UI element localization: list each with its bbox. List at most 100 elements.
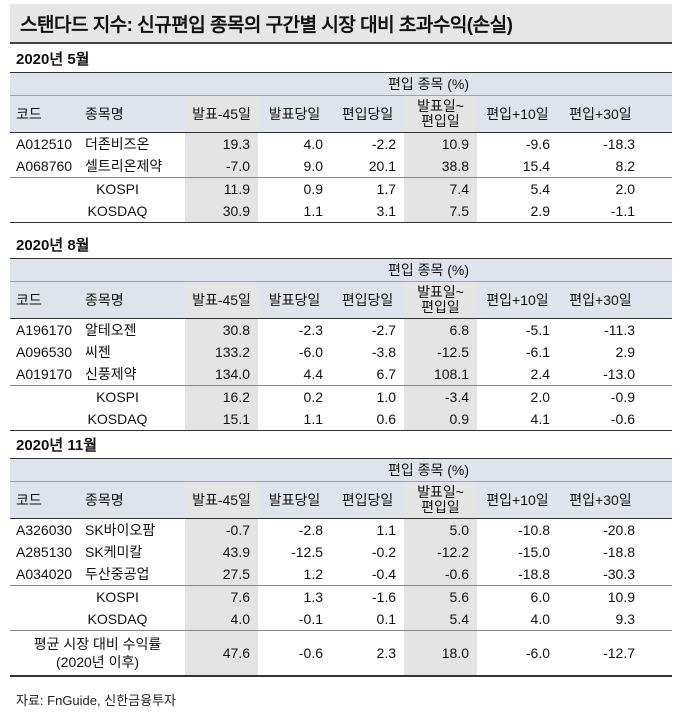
value-cell: 5.4 bbox=[530, 181, 550, 197]
value-cell: -18.8 bbox=[518, 566, 550, 582]
col-announce-to-inclusion: 발표일~ 편입일 bbox=[404, 282, 477, 318]
stock-code: A326030 bbox=[16, 522, 73, 538]
value-cell: 20.1 bbox=[368, 158, 396, 174]
index-name: KOSPI bbox=[96, 589, 139, 605]
index-name: KOSDAQ bbox=[87, 411, 148, 427]
value-cell: 9.3 bbox=[615, 611, 635, 627]
index-name: KOSDAQ bbox=[87, 203, 148, 219]
value-cell: 4.0 bbox=[530, 611, 550, 627]
stock-name: 두산중공업 bbox=[85, 566, 150, 582]
value-cell: 2.0 bbox=[615, 181, 635, 197]
value-cell: -6.0 bbox=[298, 344, 323, 360]
value-cell: 3.1 bbox=[376, 203, 396, 219]
value-cell: -3.4 bbox=[404, 386, 477, 408]
value-cell: 7.5 bbox=[404, 200, 477, 222]
value-cell: -0.7 bbox=[185, 519, 258, 541]
period-section: 2020년 11월 편입 종목 (%) 코드 종목명 발표-45일 발표당일 편입… bbox=[10, 434, 672, 677]
value-cell: 5.6 bbox=[404, 586, 477, 608]
value-cell: 18.0 bbox=[404, 631, 477, 675]
value-cell: -1.1 bbox=[610, 203, 635, 219]
value-cell: 7.4 bbox=[404, 178, 477, 200]
value-cell: -0.1 bbox=[298, 611, 323, 627]
value-cell: 10.9 bbox=[404, 133, 477, 155]
value-cell: 2.9 bbox=[615, 344, 635, 360]
stock-name: 씨젠 bbox=[85, 344, 111, 360]
value-cell: 6.8 bbox=[404, 319, 477, 341]
value-cell: -5.1 bbox=[525, 322, 550, 338]
group-header: 편입 종목 (%) bbox=[10, 73, 672, 96]
stock-code: A196170 bbox=[16, 322, 73, 338]
table-title: 스탠다드 지수: 신규편입 종목의 구간별 시장 대비 초과수익(손실) bbox=[10, 4, 672, 44]
value-cell: -12.5 bbox=[291, 544, 323, 560]
index-name: KOSPI bbox=[96, 181, 139, 197]
col-code: 코드 bbox=[16, 106, 42, 122]
value-cell: -2.3 bbox=[298, 322, 323, 338]
index-row: KOSPI 7.6 1.3 -1.6 5.6 6.0 10.9 bbox=[10, 585, 672, 608]
value-cell: 1.1 bbox=[303, 411, 323, 427]
value-cell: 0.9 bbox=[303, 181, 323, 197]
average-row: 평균 시장 대비 수익률 (2020년 이후) 47.6 -0.6 2.3 18.0 -6… bbox=[10, 630, 672, 677]
stock-name: 더존비즈온 bbox=[85, 136, 150, 152]
value-cell: -0.6 bbox=[610, 411, 635, 427]
value-cell: 1.7 bbox=[376, 181, 396, 197]
value-cell: -0.4 bbox=[371, 566, 396, 582]
value-cell: -12.7 bbox=[603, 645, 635, 661]
table-row: A012510 더존비즈온 19.3 4.0 -2.2 10.9 -9.6 -18.3 bbox=[10, 133, 672, 155]
value-cell: 9.0 bbox=[303, 158, 323, 174]
value-cell: -18.3 bbox=[603, 136, 635, 152]
source-note: 자료: FnGuide, 신한금융투자 bbox=[16, 693, 176, 708]
value-cell: 15.4 bbox=[522, 158, 550, 174]
period-label: 2020년 11월 bbox=[10, 434, 672, 459]
value-cell: -6.0 bbox=[525, 645, 550, 661]
stock-code: A096530 bbox=[16, 344, 73, 360]
col-announce-45: 발표-45일 bbox=[185, 482, 258, 518]
value-cell: 4.4 bbox=[303, 366, 323, 382]
col-code: 코드 bbox=[16, 292, 42, 308]
value-cell: 2.9 bbox=[530, 203, 550, 219]
col-plus30: 편입+30일 bbox=[569, 491, 632, 508]
value-cell: 1.3 bbox=[303, 589, 323, 605]
col-inclusion-day: 편입당일 bbox=[341, 291, 394, 308]
value-cell: 133.2 bbox=[185, 341, 258, 363]
value-cell: -0.2 bbox=[371, 544, 396, 560]
index-name: KOSDAQ bbox=[87, 611, 148, 627]
stock-code: A019170 bbox=[16, 366, 73, 382]
table-row: A019170 신풍제약 134.0 4.4 6.7 108.1 2.4 -13.0 bbox=[10, 363, 672, 385]
value-cell: -0.6 bbox=[404, 563, 477, 585]
index-row: KOSDAQ 30.9 1.1 3.1 7.5 2.9 -1.1 bbox=[10, 200, 672, 223]
col-announce-45: 발표-45일 bbox=[185, 282, 258, 318]
value-cell: 5.4 bbox=[404, 608, 477, 630]
table-row: A285130 SK케미칼 43.9 -12.5 -0.2 -12.2 -15.0 -18… bbox=[10, 541, 672, 563]
average-label: 평균 시장 대비 수익률 (2020년 이후) bbox=[33, 636, 162, 670]
stock-code: A012510 bbox=[16, 136, 73, 152]
value-cell: 1.0 bbox=[376, 389, 396, 405]
value-cell: -2.8 bbox=[298, 522, 323, 538]
value-cell: 15.1 bbox=[185, 408, 258, 430]
value-cell: -30.3 bbox=[603, 566, 635, 582]
value-cell: -6.1 bbox=[525, 344, 550, 360]
value-cell: 0.2 bbox=[303, 389, 323, 405]
period-label: 2020년 5월 bbox=[10, 48, 672, 73]
value-cell: 6.7 bbox=[376, 366, 396, 382]
table-row: A068760 셀트리온제약 -7.0 9.0 20.1 38.8 15.4 8.2 bbox=[10, 155, 672, 177]
table-row: A034020 두산중공업 27.5 1.2 -0.4 -0.6 -18.8 -30.3 bbox=[10, 563, 672, 585]
col-announce-to-inclusion: 발표일~ 편입일 bbox=[404, 482, 477, 518]
value-cell: -15.0 bbox=[518, 544, 550, 560]
value-cell: -7.0 bbox=[185, 155, 258, 177]
stock-name: 신풍제약 bbox=[85, 366, 137, 382]
index-row: KOSPI 16.2 0.2 1.0 -3.4 2.0 -0.9 bbox=[10, 385, 672, 408]
value-cell: 19.3 bbox=[185, 133, 258, 155]
value-cell: 1.2 bbox=[303, 566, 323, 582]
col-plus10: 편입+10일 bbox=[486, 291, 549, 308]
col-name: 종목명 bbox=[85, 292, 124, 308]
group-header: 편입 종목 (%) bbox=[10, 459, 672, 482]
value-cell: 43.9 bbox=[185, 541, 258, 563]
value-cell: -0.6 bbox=[298, 645, 323, 661]
value-cell: -18.8 bbox=[603, 544, 635, 560]
value-cell: 2.0 bbox=[530, 389, 550, 405]
value-cell: -10.8 bbox=[518, 522, 550, 538]
value-cell: 7.6 bbox=[185, 586, 258, 608]
col-inclusion-day: 편입당일 bbox=[341, 491, 394, 508]
value-cell: 2.4 bbox=[530, 366, 550, 382]
value-cell: 4.0 bbox=[303, 136, 323, 152]
